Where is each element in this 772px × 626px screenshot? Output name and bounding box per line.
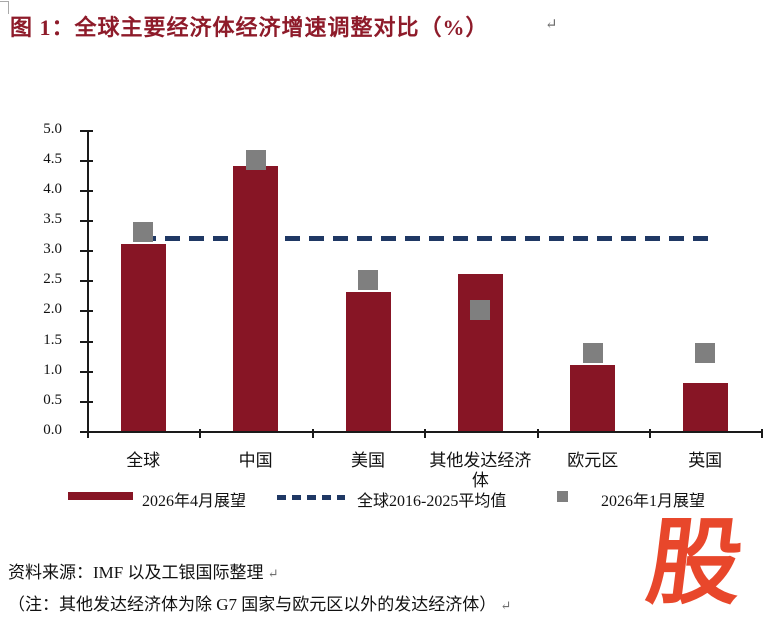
paragraph-mark-icon: ↵ [545, 17, 558, 33]
paragraph-mark-icon: ↵ [267, 566, 279, 581]
y-tick-label: 2.0 [43, 301, 62, 318]
y-tick-label: 0.0 [43, 422, 62, 438]
y-tick [80, 250, 93, 253]
x-tick [649, 429, 651, 438]
x-tick [536, 429, 539, 438]
table-corner-mark [0, 1, 9, 14]
legend-bar-swatch [68, 492, 133, 500]
figure-title: 图 1：全球主要经济体经济增速调整对比（%） [10, 15, 489, 40]
y-tick [80, 189, 93, 192]
x-tick [424, 429, 427, 438]
x-tick [199, 429, 202, 438]
y-tick [80, 340, 93, 343]
x-category-label: 美国 [351, 451, 385, 470]
average-dashed-line [141, 236, 713, 242]
legend-dashed-line-swatch [277, 495, 345, 500]
x-tick [761, 429, 764, 438]
marker-英国 [695, 342, 716, 363]
legend-label-january-outlook: 2026年1月展望 [601, 493, 706, 510]
bar-中国 [233, 165, 279, 431]
source-note: 资料来源：IMF 以及工银国际整理 ↵ [8, 558, 279, 583]
y-tick-label: 0.5 [43, 391, 62, 408]
y-tick-label: 1.0 [43, 361, 62, 378]
marker-中国 [245, 149, 266, 170]
bar-其他发达经济体 [457, 274, 503, 431]
y-tick-label: 4.5 [43, 150, 62, 167]
bar-欧元区 [570, 364, 616, 431]
marker-美国 [358, 270, 378, 291]
marker-全球 [133, 222, 154, 242]
paragraph-mark-icon: ↵ [500, 598, 512, 613]
x-tick [311, 429, 314, 438]
marker-欧元区 [582, 342, 603, 363]
y-tick-label: 1.5 [43, 331, 62, 348]
footnote-text: （注：其他发达经济体为除 G7 国家与欧元区以外的发达经济体） [8, 595, 497, 614]
x-tick [87, 429, 89, 438]
marker-其他发达经济体 [470, 300, 491, 321]
bar-美国 [345, 292, 391, 431]
y-tick-label: 4.0 [43, 180, 62, 197]
watermark-logo: 股 [641, 510, 749, 615]
x-category-label: 欧元区 [567, 451, 619, 470]
bar-全球 [120, 244, 166, 431]
x-category-label: 中国 [238, 451, 273, 470]
x-category-label: 英国 [688, 451, 723, 470]
y-tick [80, 431, 93, 433]
y-tick [80, 159, 93, 162]
y-tick-label: 2.5 [43, 271, 62, 288]
y-tick-label: 3.5 [43, 210, 62, 227]
footnote: （注：其他发达经济体为除 G7 国家与欧元区以外的发达经济体） ↵ [8, 590, 511, 615]
y-tick [80, 400, 93, 403]
y-tick [80, 129, 93, 132]
source-text: 资料来源：IMF 以及工银国际整理 [8, 563, 264, 582]
y-tick-label: 3.0 [43, 241, 62, 258]
x-category-label: 全球 [126, 451, 161, 470]
x-category-label: 其他发达经济体 [429, 451, 532, 490]
y-tick-label: 5.0 [43, 120, 62, 137]
legend-label-april-outlook: 2026年4月展望 [142, 493, 247, 510]
y-tick [80, 219, 93, 222]
legend-label-average: 全球2016-2025平均值 [357, 493, 507, 510]
y-tick [80, 370, 93, 373]
y-tick [80, 280, 93, 283]
legend-square-swatch [557, 491, 568, 502]
y-tick [80, 310, 93, 313]
bar-英国 [682, 382, 728, 431]
